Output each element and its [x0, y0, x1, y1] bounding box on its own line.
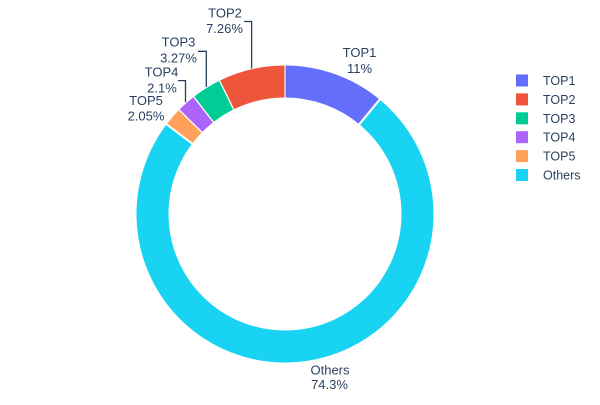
svg-text:TOP1: TOP1	[343, 45, 377, 60]
svg-text:TOP4: TOP4	[145, 65, 179, 80]
svg-text:TOP1: TOP1	[543, 74, 575, 88]
svg-text:11%: 11%	[347, 61, 372, 76]
svg-text:2.1%: 2.1%	[147, 81, 177, 96]
svg-text:TOP2: TOP2	[543, 93, 575, 107]
svg-text:TOP5: TOP5	[543, 150, 575, 164]
svg-text:3.27%: 3.27%	[160, 51, 197, 66]
svg-text:TOP2: TOP2	[208, 6, 242, 21]
svg-text:Others: Others	[310, 363, 350, 378]
svg-text:74.3%: 74.3%	[311, 377, 348, 392]
svg-text:7.26%: 7.26%	[206, 21, 243, 36]
svg-text:2.05%: 2.05%	[128, 109, 165, 124]
svg-text:TOP3: TOP3	[162, 35, 196, 50]
svg-text:TOP3: TOP3	[543, 112, 575, 126]
svg-text:TOP5: TOP5	[129, 93, 163, 108]
svg-text:TOP4: TOP4	[543, 131, 575, 145]
svg-text:Others: Others	[543, 169, 581, 183]
